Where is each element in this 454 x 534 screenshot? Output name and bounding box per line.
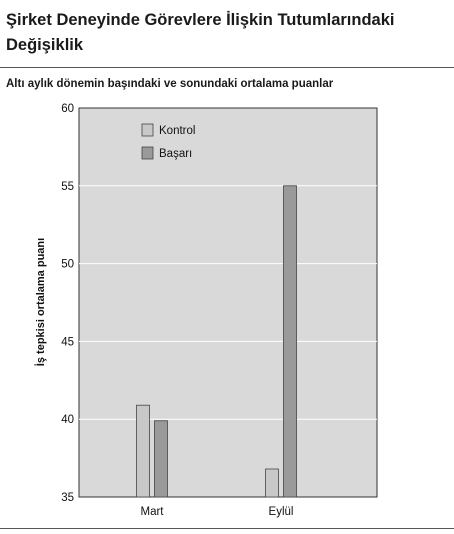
bars xyxy=(136,185,297,498)
y-tick-label: 55 xyxy=(61,181,74,193)
y-tick-label: 45 xyxy=(61,336,74,348)
bar-kontrol-mart xyxy=(136,404,150,498)
bar-başarı-eylül xyxy=(283,185,297,498)
chart-subtitle: Altı aylık dönemin başındaki ve sonundak… xyxy=(6,78,334,90)
top-divider xyxy=(0,67,454,68)
y-axis-ticks: 35 40 45 50 55 60 xyxy=(61,103,74,504)
legend-swatch xyxy=(141,146,154,160)
y-tick-label: 35 xyxy=(61,492,74,504)
y-axis-label: İş tepkisi ortalama puanı xyxy=(34,238,47,366)
legend-label: Başarı xyxy=(159,148,192,160)
bar-başarı-mart xyxy=(154,420,168,498)
plot-background xyxy=(78,107,378,498)
bar-kontrol-eylül xyxy=(265,468,279,498)
x-axis-ticks: Mart Eylül xyxy=(141,506,294,518)
gridlines xyxy=(79,185,377,420)
bottom-divider xyxy=(0,528,454,529)
x-tick-label: Eylül xyxy=(269,506,294,518)
legend: Kontrol Başarı xyxy=(141,123,195,160)
y-tick-label: 50 xyxy=(61,259,74,271)
x-tick-label: Mart xyxy=(141,506,165,518)
y-tick-label: 40 xyxy=(61,414,74,426)
legend-swatch xyxy=(141,123,154,137)
y-tick-label: 60 xyxy=(61,103,74,115)
legend-label: Kontrol xyxy=(159,125,195,137)
chart-title: Şirket Deneyinde Görevlere İlişkin Tutum… xyxy=(6,11,395,54)
